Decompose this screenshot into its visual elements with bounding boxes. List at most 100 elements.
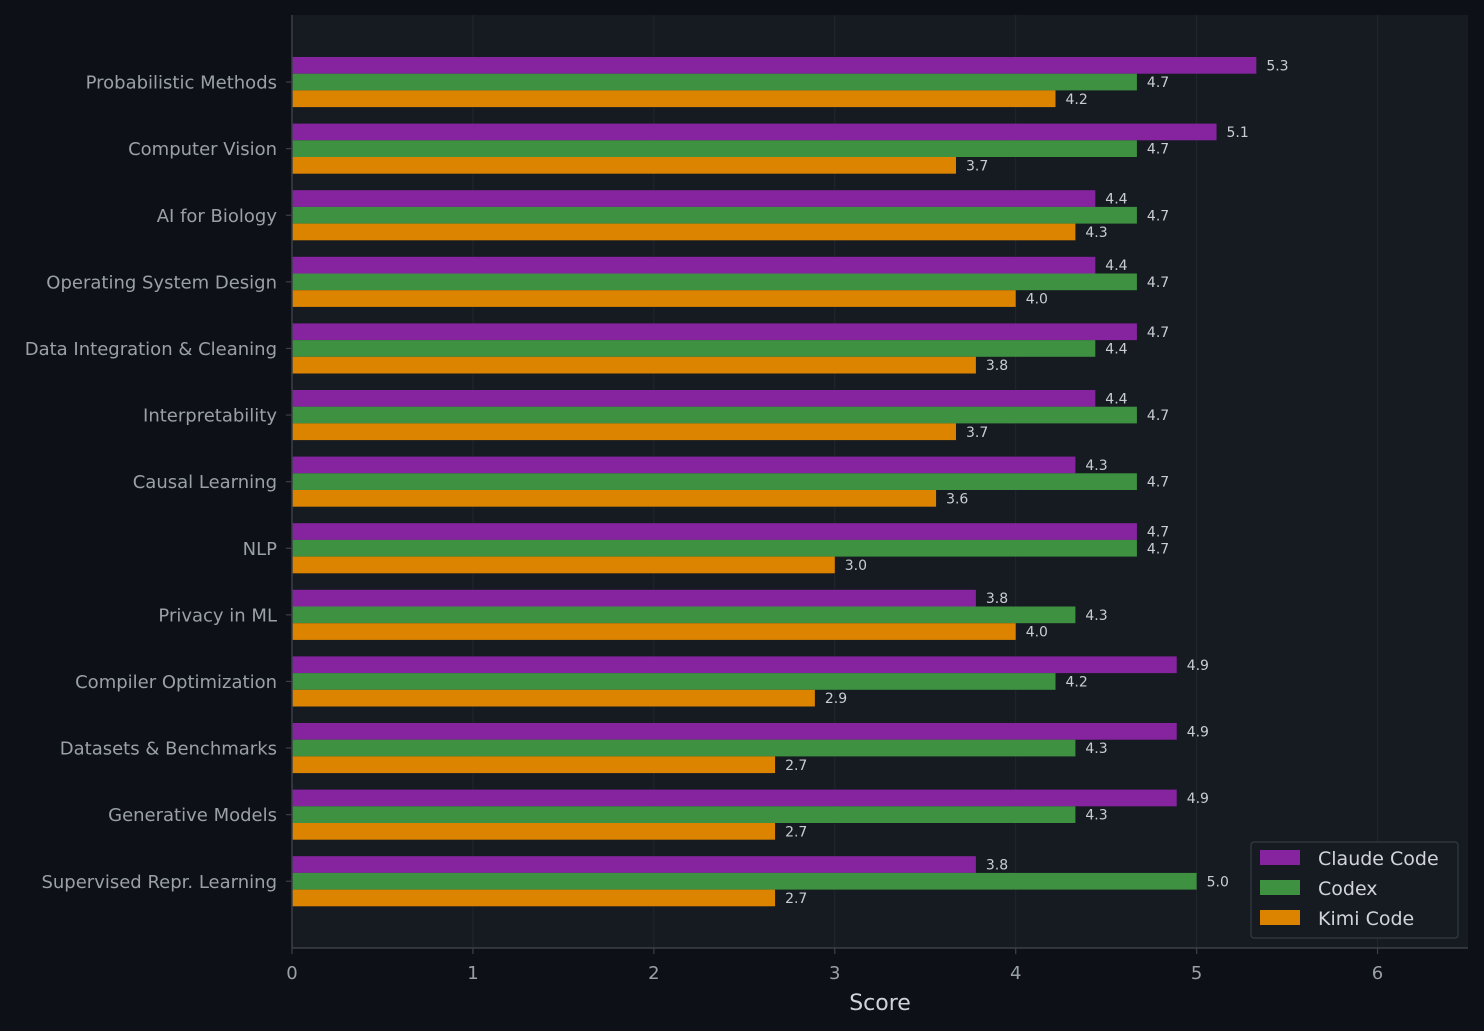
category-label-compiler-optimization: Compiler Optimization xyxy=(75,672,277,693)
value-label-kimi-code-interpretability: 3.7 xyxy=(966,425,988,441)
bar-kimi-code-generative-models xyxy=(292,823,776,840)
bar-codex-data-integration-cleaning xyxy=(292,340,1096,357)
bar-kimi-code-data-integration-cleaning xyxy=(292,356,976,374)
bars xyxy=(292,57,1257,907)
category-label-probabilistic-methods: Probabilistic Methods xyxy=(86,73,277,94)
x-tick-label-1: 1 xyxy=(467,963,478,984)
value-label-claude-code-supervised-repr-learning: 3.8 xyxy=(986,858,1008,874)
value-label-kimi-code-supervised-repr-learning: 2.7 xyxy=(785,891,807,907)
bar-codex-datasets-benchmarks xyxy=(292,739,1076,757)
value-label-codex-probabilistic-methods: 4.7 xyxy=(1147,75,1169,91)
bar-codex-supervised-repr-learning xyxy=(292,872,1197,890)
bar-kimi-code-datasets-benchmarks xyxy=(292,756,776,774)
category-label-generative-models: Generative Models xyxy=(108,805,277,826)
value-label-codex-generative-models: 4.3 xyxy=(1085,808,1107,824)
bar-codex-compiler-optimization xyxy=(292,673,1056,690)
bar-codex-generative-models xyxy=(292,806,1076,823)
bar-codex-nlp xyxy=(292,539,1137,557)
value-label-kimi-code-computer-vision: 3.7 xyxy=(966,158,988,174)
value-label-kimi-code-ai-for-biology: 4.3 xyxy=(1085,225,1107,241)
category-labels: Probabilistic Methods Computer Vision AI f… xyxy=(25,73,278,893)
bar-kimi-code-interpretability xyxy=(292,423,956,441)
legend-swatch-kimi-code xyxy=(1260,910,1300,925)
bar-claude-code-datasets-benchmarks xyxy=(292,723,1177,740)
value-label-kimi-code-nlp: 3.0 xyxy=(845,558,867,574)
value-label-codex-compiler-optimization: 4.2 xyxy=(1065,674,1087,690)
bar-kimi-code-probabilistic-methods xyxy=(292,90,1056,108)
value-label-claude-code-operating-system-design: 4.4 xyxy=(1105,258,1127,274)
x-tick-labels: 0 1 2 3 4 5 6 xyxy=(286,963,1383,984)
value-label-claude-code-causal-learning: 4.3 xyxy=(1085,458,1107,474)
bar-codex-ai-for-biology xyxy=(292,206,1137,224)
value-labels: 5.34.74.25.14.73.74.44.74.34.44.74.04.74… xyxy=(785,58,1289,907)
bar-kimi-code-supervised-repr-learning xyxy=(292,889,776,907)
category-label-operating-system-design: Operating System Design xyxy=(46,272,277,293)
value-label-claude-code-probabilistic-methods: 5.3 xyxy=(1266,58,1288,74)
value-label-codex-computer-vision: 4.7 xyxy=(1147,142,1169,158)
value-label-claude-code-compiler-optimization: 4.9 xyxy=(1187,658,1209,674)
category-label-privacy-in-ml: Privacy in ML xyxy=(158,605,277,626)
legend-label-codex: Codex xyxy=(1318,878,1378,900)
value-label-claude-code-ai-for-biology: 4.4 xyxy=(1105,192,1127,208)
bar-claude-code-operating-system-design xyxy=(292,256,1096,274)
bar-claude-code-ai-for-biology xyxy=(292,190,1096,207)
legend-label-claude-code: Claude Code xyxy=(1318,848,1439,870)
bar-kimi-code-ai-for-biology xyxy=(292,223,1076,241)
value-label-codex-ai-for-biology: 4.7 xyxy=(1147,208,1169,224)
x-tick-label-6: 6 xyxy=(1372,963,1383,984)
value-label-kimi-code-data-integration-cleaning: 3.8 xyxy=(986,358,1008,374)
bar-claude-code-probabilistic-methods xyxy=(292,57,1257,74)
bar-claude-code-generative-models xyxy=(292,789,1177,807)
bar-codex-causal-learning xyxy=(292,473,1137,490)
legend-swatch-codex xyxy=(1260,880,1300,895)
value-label-kimi-code-operating-system-design: 4.0 xyxy=(1026,292,1048,308)
category-label-supervised-repr-learning: Supervised Repr. Learning xyxy=(41,872,277,893)
value-label-codex-nlp: 4.7 xyxy=(1147,541,1169,557)
bar-claude-code-compiler-optimization xyxy=(292,656,1177,674)
bar-kimi-code-nlp xyxy=(292,556,835,574)
bar-kimi-code-operating-system-design xyxy=(292,290,1016,307)
bar-codex-operating-system-design xyxy=(292,273,1137,291)
value-label-kimi-code-datasets-benchmarks: 2.7 xyxy=(785,758,807,774)
value-label-claude-code-nlp: 4.7 xyxy=(1147,525,1169,541)
x-tick-label-0: 0 xyxy=(286,963,297,984)
value-label-codex-interpretability: 4.7 xyxy=(1147,408,1169,424)
bar-claude-code-nlp xyxy=(292,523,1137,540)
category-label-data-integration-cleaning: Data Integration & Cleaning xyxy=(25,339,277,360)
bar-claude-code-supervised-repr-learning xyxy=(292,856,976,873)
bar-codex-probabilistic-methods xyxy=(292,73,1137,91)
value-label-kimi-code-privacy-in-ml: 4.0 xyxy=(1026,625,1048,641)
bar-codex-computer-vision xyxy=(292,140,1137,157)
x-tick-label-3: 3 xyxy=(829,963,840,984)
value-label-kimi-code-probabilistic-methods: 4.2 xyxy=(1065,92,1087,108)
x-axis-title: Score xyxy=(849,991,911,1016)
legend-label-kimi-code: Kimi Code xyxy=(1318,908,1414,930)
value-label-codex-supervised-repr-learning: 5.0 xyxy=(1207,874,1229,890)
value-label-claude-code-computer-vision: 5.1 xyxy=(1227,125,1249,141)
value-label-claude-code-privacy-in-ml: 3.8 xyxy=(986,591,1008,607)
value-label-codex-causal-learning: 4.7 xyxy=(1147,475,1169,491)
bar-claude-code-interpretability xyxy=(292,390,1096,407)
category-label-datasets-benchmarks: Datasets & Benchmarks xyxy=(60,739,277,760)
value-label-claude-code-generative-models: 4.9 xyxy=(1187,791,1209,807)
value-label-codex-datasets-benchmarks: 4.3 xyxy=(1085,741,1107,757)
bar-codex-interpretability xyxy=(292,406,1137,424)
category-label-interpretability: Interpretability xyxy=(143,406,277,427)
category-label-nlp: NLP xyxy=(243,539,277,560)
bar-kimi-code-computer-vision xyxy=(292,157,956,174)
bar-kimi-code-compiler-optimization xyxy=(292,689,815,707)
bar-claude-code-computer-vision xyxy=(292,123,1217,141)
value-label-claude-code-interpretability: 4.4 xyxy=(1105,391,1127,407)
category-label-computer-vision: Computer Vision xyxy=(128,139,277,160)
bar-codex-privacy-in-ml xyxy=(292,606,1076,624)
bar-claude-code-data-integration-cleaning xyxy=(292,323,1137,341)
value-label-codex-privacy-in-ml: 4.3 xyxy=(1085,608,1107,624)
x-tick-label-2: 2 xyxy=(648,963,659,984)
value-label-kimi-code-compiler-optimization: 2.9 xyxy=(825,691,847,707)
value-label-codex-operating-system-design: 4.7 xyxy=(1147,275,1169,291)
axes xyxy=(286,15,1468,954)
category-label-causal-learning: Causal Learning xyxy=(133,472,277,493)
value-label-kimi-code-causal-learning: 3.6 xyxy=(946,491,968,507)
